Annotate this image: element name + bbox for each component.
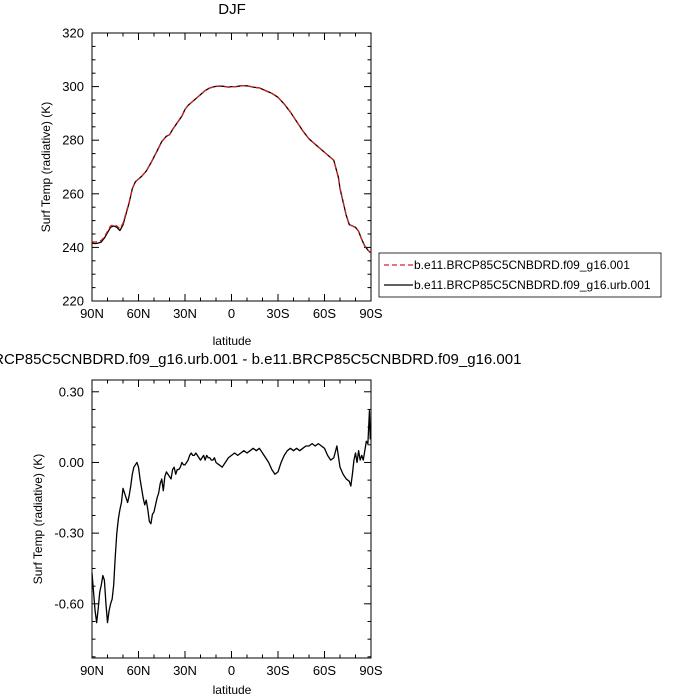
bottom-y-tick-label: -0.60 [54, 596, 84, 611]
top-y-tick-labels: 220 240 260 280 300 320 [62, 26, 84, 309]
bottom-x-tick-label: 30N [173, 663, 197, 678]
top-y-tick-label: 280 [62, 133, 84, 148]
bottom-y-tick-label: 0.30 [59, 384, 84, 399]
top-panel: DJF 90N 60N 30N 0 30S 60S 90S 220 240 260 280 300 3… [39, 1, 662, 348]
bottom-y-axis-label: Surf Temp (radiative) (K) [31, 454, 45, 584]
bottom-x-tick-label: 60S [313, 663, 336, 678]
top-series-line-2 [91, 85, 371, 253]
top-x-axis-label: latitude [213, 334, 252, 348]
top-x-tick-labels: 90N 60N 30N 0 30S 60S 90S [80, 306, 383, 321]
bottom-series-group [91, 409, 371, 624]
legend-label-series-1: b.e11.BRCP85C5CNBDRD.f09_g16.001 [414, 258, 630, 272]
bottom-chart-title: b.e11.BRCP85C5CNBDRD.f09_g16.urb.001 - b… [0, 351, 521, 368]
top-y-tick-label: 260 [62, 186, 84, 201]
legend-label-series-2: b.e11.BRCP85C5CNBDRD.f09_g16.urb.001 [414, 278, 651, 292]
top-x-tick-label: 90N [80, 306, 104, 321]
top-y-tick-label: 240 [62, 240, 84, 255]
bottom-y-tick-label: 0.00 [59, 455, 84, 470]
legend-box [378, 252, 662, 298]
legend: b.e11.BRCP85C5CNBDRD.f09_g16.001 b.e11.B… [378, 252, 662, 298]
bottom-x-tick-label: 90S [359, 663, 382, 678]
top-series-line-1 [92, 85, 371, 254]
top-x-tick-label: 30S [266, 306, 289, 321]
top-plot-frame [91, 32, 372, 302]
top-x-tick-label: 0 [228, 306, 235, 321]
top-y-tick-label: 220 [62, 294, 84, 309]
top-axis-ticks [91, 32, 372, 302]
bottom-y-tick-labels: 0.30 0.00 -0.30 -0.60 [54, 384, 84, 611]
top-y-tick-label: 320 [62, 26, 84, 41]
top-series-group [91, 85, 371, 254]
bottom-x-tick-label: 0 [228, 663, 235, 678]
bottom-x-tick-label: 90N [80, 663, 104, 678]
bottom-axis-ticks [91, 380, 372, 658]
bottom-x-tick-label: 60N [127, 663, 151, 678]
top-x-tick-label: 30N [173, 306, 197, 321]
top-y-axis-label: Surf Temp (radiative) (K) [39, 102, 53, 232]
top-x-tick-label: 60S [313, 306, 336, 321]
bottom-x-axis-label: latitude [213, 683, 252, 697]
bottom-series-line-1 [91, 409, 371, 624]
bottom-plot-frame [91, 379, 372, 659]
bottom-x-tick-labels: 90N 60N 30N 0 30S 60S 90S [80, 663, 383, 678]
bottom-x-tick-label: 30S [266, 663, 289, 678]
top-x-tick-label: 60N [127, 306, 151, 321]
top-y-tick-label: 300 [62, 79, 84, 94]
bottom-panel: b.e11.BRCP85C5CNBDRD.f09_g16.urb.001 - b… [0, 351, 521, 697]
top-x-tick-label: 90S [359, 306, 382, 321]
bottom-y-tick-label: -0.30 [54, 526, 84, 541]
top-chart-title: DJF [218, 1, 246, 18]
